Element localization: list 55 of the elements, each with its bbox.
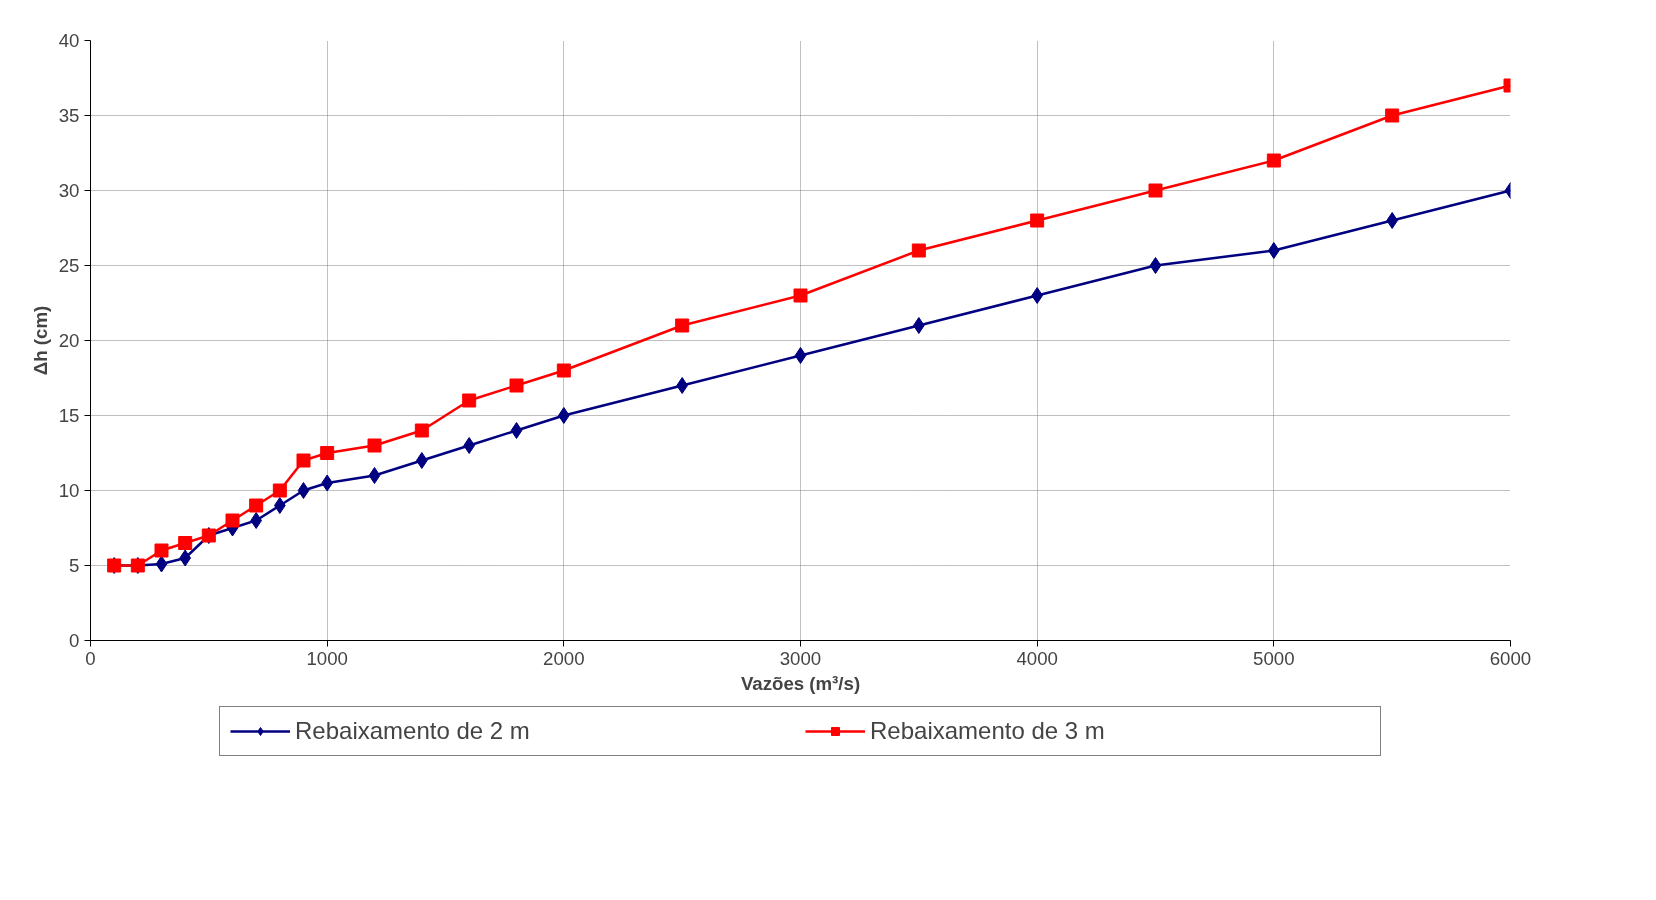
point	[1149, 257, 1162, 274]
point	[1386, 212, 1398, 229]
point	[462, 393, 477, 408]
y-axis-title: Δh (cm)	[29, 305, 51, 376]
y-tick-label: 15	[58, 405, 80, 426]
point	[297, 482, 310, 499]
point	[368, 467, 381, 484]
point	[510, 422, 523, 439]
x-tick-label: 3000	[779, 647, 822, 669]
point	[178, 536, 193, 550]
legend-label: Rebaixamento de 3 m	[870, 717, 1106, 745]
point	[675, 318, 690, 333]
x-tick-label: 2000	[543, 647, 585, 669]
point	[463, 437, 475, 454]
x-tick-label: 0	[85, 647, 96, 669]
y-tick-label: 10	[58, 480, 80, 501]
point	[249, 498, 264, 513]
y-tick-label: 20	[58, 330, 80, 351]
x-tick-label: 1000	[306, 647, 348, 669]
y-tick-label: 25	[58, 255, 80, 276]
point	[274, 497, 286, 514]
point	[414, 423, 429, 438]
y-tick-label: 5	[69, 555, 80, 576]
y-tick-label: 35	[58, 105, 80, 126]
point	[320, 446, 335, 460]
point	[1148, 183, 1163, 198]
point	[1385, 108, 1400, 123]
y-tick-label: 0	[69, 630, 80, 651]
point	[558, 407, 570, 424]
legend-label: Rebaixamento de 2 m	[295, 717, 531, 745]
point	[225, 513, 240, 528]
x-axis-title: Vazões (m³/s)	[740, 672, 861, 694]
point	[1031, 287, 1043, 304]
point	[155, 555, 168, 573]
point	[1266, 153, 1281, 168]
point	[272, 483, 287, 498]
point	[556, 363, 571, 378]
point	[296, 453, 311, 468]
point	[794, 347, 807, 364]
point	[367, 438, 382, 453]
x-tick-label: 4000	[1016, 647, 1058, 669]
x-tick-label: 5000	[1253, 647, 1295, 669]
point	[416, 452, 428, 469]
y-tick-label: 30	[58, 180, 80, 201]
point	[1030, 213, 1045, 228]
point	[913, 317, 925, 334]
x-tick-label: 6000	[1489, 647, 1532, 669]
point	[911, 243, 926, 258]
point	[509, 378, 524, 393]
point	[250, 512, 262, 529]
point	[154, 543, 169, 558]
point	[1268, 242, 1280, 259]
y-tick-label: 40	[58, 30, 80, 51]
point	[676, 377, 688, 394]
point	[793, 288, 808, 303]
